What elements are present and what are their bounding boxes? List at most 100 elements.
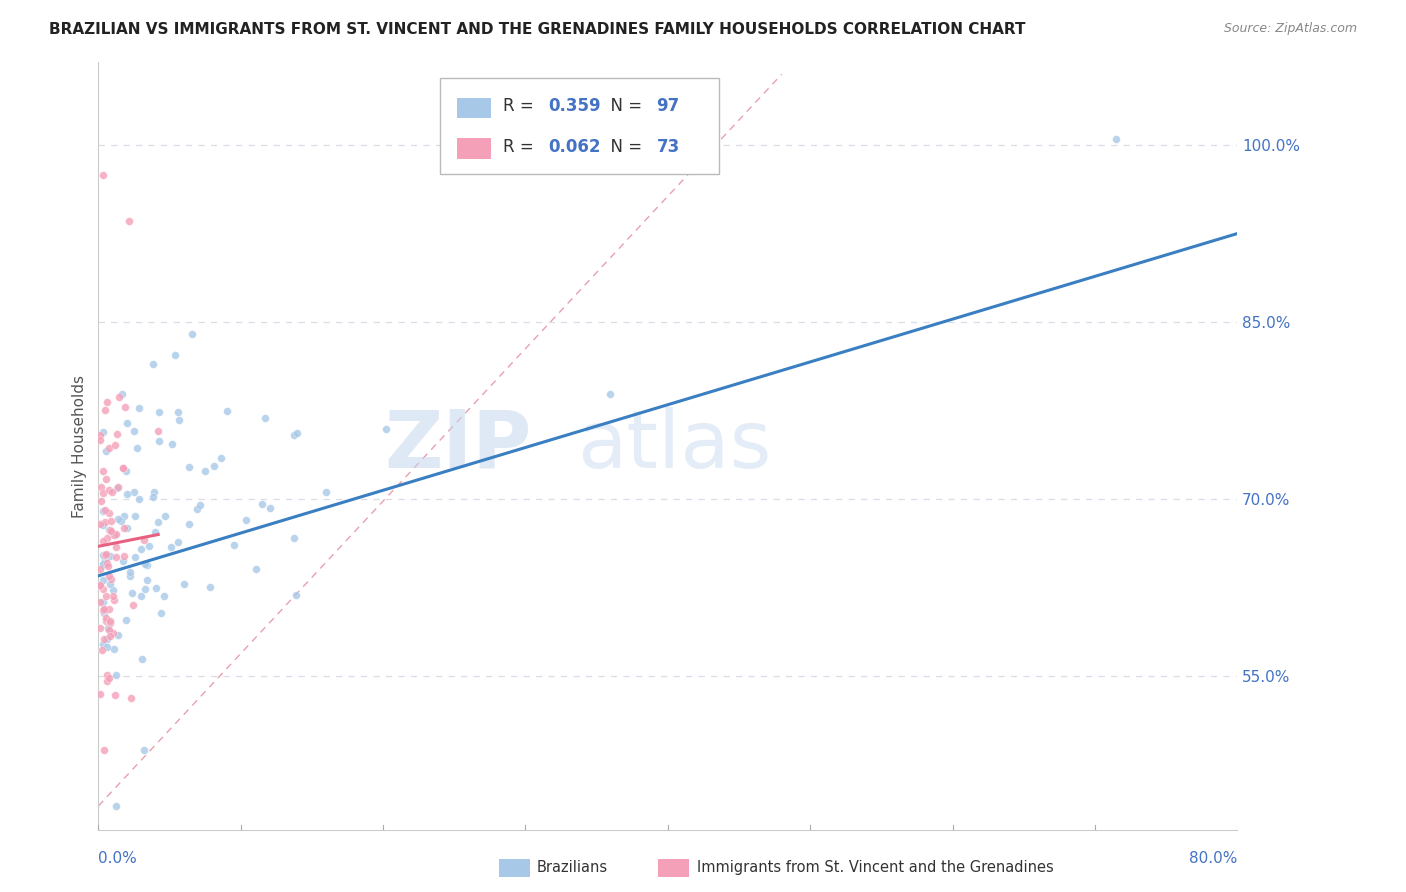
Point — [97, 558, 120, 573]
Point — [112, 461, 135, 475]
Text: atlas: atlas — [576, 407, 770, 485]
Point — [94, 403, 117, 417]
Text: N =: N = — [599, 97, 647, 115]
Point — [104, 688, 127, 702]
Point — [122, 598, 145, 612]
Point — [93, 632, 115, 646]
Text: 0.062: 0.062 — [548, 138, 600, 156]
Point — [97, 621, 120, 635]
Point — [89, 428, 111, 442]
Point — [131, 652, 153, 666]
Point — [136, 573, 159, 587]
Point — [121, 585, 143, 599]
Point — [124, 508, 146, 523]
Point — [104, 438, 127, 452]
Point — [114, 464, 136, 478]
Point — [91, 557, 114, 571]
Point — [91, 504, 114, 518]
Point — [134, 743, 156, 757]
Point — [98, 629, 121, 643]
Text: 0.359: 0.359 — [548, 97, 600, 115]
Point — [90, 494, 112, 508]
Point — [107, 511, 129, 525]
Point — [148, 434, 170, 448]
Point — [138, 539, 160, 553]
Point — [104, 528, 127, 542]
Text: Immigrants from St. Vincent and the Grenadines: Immigrants from St. Vincent and the Gren… — [697, 861, 1054, 875]
Point — [160, 437, 183, 451]
Text: 80.0%: 80.0% — [1189, 851, 1237, 866]
Text: N =: N = — [599, 138, 647, 156]
Point — [188, 498, 211, 512]
Point — [97, 483, 120, 497]
Point — [112, 521, 135, 535]
Point — [93, 607, 115, 621]
Point — [177, 516, 200, 531]
Point — [1105, 132, 1128, 146]
Point — [111, 387, 134, 401]
Point — [167, 413, 190, 427]
Point — [104, 668, 127, 682]
Point — [115, 521, 138, 535]
Point — [177, 460, 200, 475]
Point — [94, 589, 117, 603]
Point — [599, 387, 621, 401]
Point — [160, 540, 183, 554]
Point — [143, 524, 166, 539]
Point — [103, 593, 125, 607]
Point — [89, 579, 111, 593]
Point — [194, 464, 217, 478]
Point — [285, 425, 308, 440]
Point — [105, 526, 128, 541]
Point — [96, 444, 118, 458]
Point — [115, 487, 138, 501]
Point — [112, 549, 135, 563]
Point — [148, 405, 170, 419]
Point — [94, 472, 117, 486]
Point — [89, 517, 111, 532]
Point — [98, 506, 121, 520]
Point — [98, 577, 121, 591]
Point — [132, 533, 155, 547]
Text: 0.0%: 0.0% — [98, 851, 138, 866]
Point — [96, 531, 118, 545]
Text: 97: 97 — [657, 97, 679, 115]
Point — [89, 434, 111, 448]
Point — [91, 425, 114, 439]
Point — [167, 534, 190, 549]
Point — [96, 548, 118, 562]
Point — [97, 601, 120, 615]
Point — [89, 595, 111, 609]
Point — [97, 569, 120, 583]
Bar — [457, 97, 491, 119]
Point — [90, 480, 112, 494]
Point — [91, 464, 114, 478]
Point — [135, 558, 157, 572]
Point — [94, 614, 117, 628]
Point — [98, 523, 121, 537]
Point — [186, 501, 208, 516]
Point — [94, 515, 117, 529]
Point — [129, 589, 152, 603]
Point — [141, 357, 163, 371]
Point — [103, 641, 125, 656]
Point — [115, 614, 138, 628]
Point — [145, 581, 167, 595]
Point — [89, 621, 111, 635]
Point — [118, 569, 141, 583]
Point — [91, 168, 114, 182]
Point — [105, 426, 128, 441]
Point — [96, 667, 118, 681]
Point — [105, 799, 128, 814]
Point — [96, 632, 118, 646]
Point — [245, 562, 267, 576]
Point — [146, 515, 169, 529]
Text: R =: R = — [503, 97, 538, 115]
Point — [89, 578, 111, 592]
Point — [250, 497, 273, 511]
Point — [134, 582, 156, 596]
Point — [100, 524, 122, 538]
Point — [142, 490, 165, 504]
Text: BRAZILIAN VS IMMIGRANTS FROM ST. VINCENT AND THE GRENADINES FAMILY HOUSEHOLDS CO: BRAZILIAN VS IMMIGRANTS FROM ST. VINCENT… — [49, 22, 1026, 37]
Point — [149, 606, 172, 620]
